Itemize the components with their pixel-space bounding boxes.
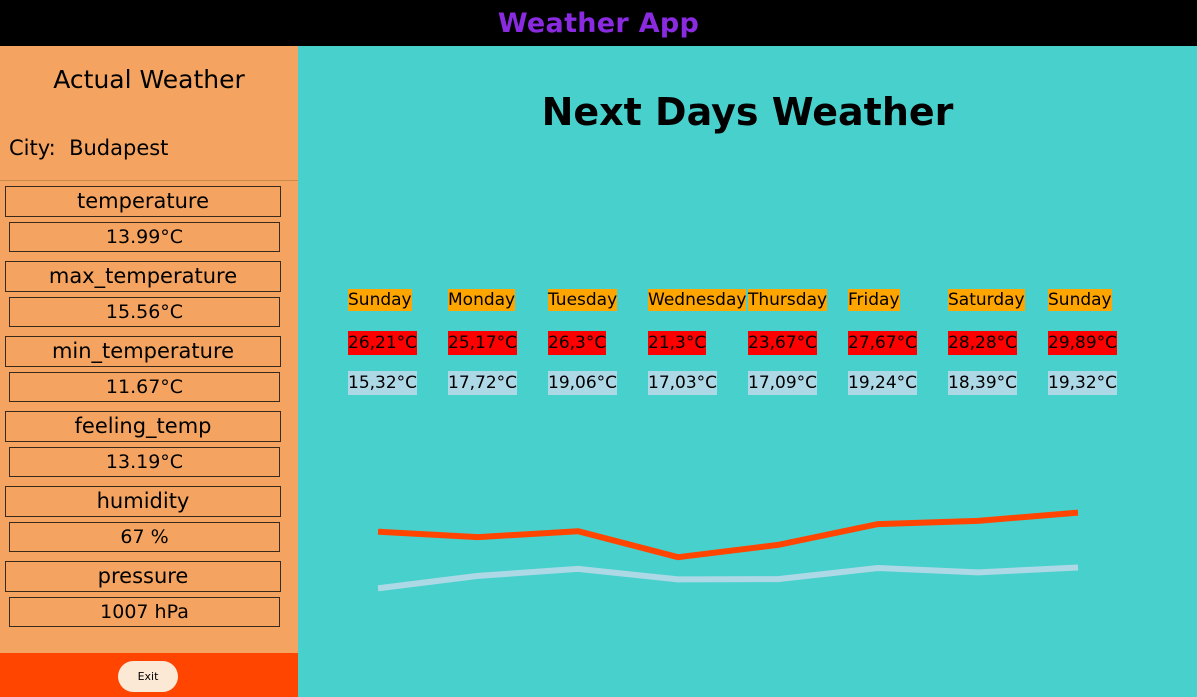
day-min-temp: 19,24°C [848,371,918,395]
day-max-temp: 21,3°C [648,331,707,355]
title-bar: Weather App [0,0,1197,46]
day-min-temp: 17,03°C [648,371,718,395]
feeling-temp-value: 13.19°C [9,447,280,477]
day-max-temp: 27,67°C [848,331,918,355]
forecast-day: Thursday 23,67°C 17,09°C [748,289,848,395]
day-max-temp: 28,28°C [948,331,1018,355]
day-name: Wednesday [648,289,747,311]
day-name: Saturday [948,289,1025,311]
actual-weather-header: Actual Weather City: Budapest [0,46,298,180]
sidebar-divider [0,180,298,181]
temperature-value: 13.99°C [9,222,280,252]
day-min-temp: 17,09°C [748,371,818,395]
city-label: City: [9,136,56,160]
max-temperature-value: 15.56°C [9,297,280,327]
day-min-temp: 15,32°C [348,371,418,395]
forecast-day: Saturday 28,28°C 18,39°C [948,289,1048,395]
day-name: Friday [848,289,900,311]
day-max-temp: 23,67°C [748,331,818,355]
forecast-day: Sunday 26,21°C 15,32°C [348,289,448,395]
max-temp-line [377,509,1079,561]
day-min-temp: 19,32°C [1048,371,1118,395]
city-name: Budapest [69,136,169,160]
city-row: City: Budapest [9,136,168,160]
day-max-temp: 25,17°C [448,331,518,355]
temperature-label: temperature [5,186,281,217]
forecast-day: Sunday 29,89°C 19,32°C [1048,289,1148,395]
day-min-temp: 18,39°C [948,371,1018,395]
temperature-trend-chart [377,509,1079,592]
day-name: Tuesday [548,289,618,311]
min-temperature-label: min_temperature [5,336,281,367]
actual-weather-panel: Actual Weather City: Budapest temperatur… [0,46,298,697]
exit-bar: Exit [0,653,298,697]
pressure-value: 1007 hPa [9,597,280,627]
day-min-temp: 17,72°C [448,371,518,395]
forecast-day: Tuesday 26,3°C 19,06°C [548,289,648,395]
min-temperature-value: 11.67°C [9,372,280,402]
forecast-day: Wednesday 21,3°C 17,03°C [648,289,748,395]
feeling-temp-label: feeling_temp [5,411,281,442]
day-min-temp: 19,06°C [548,371,618,395]
day-max-temp: 29,89°C [1048,331,1118,355]
day-name: Thursday [748,289,828,311]
day-max-temp: 26,3°C [548,331,607,355]
pressure-label: pressure [5,561,281,592]
forecast-panel: Next Days Weather Sunday 26,21°C 15,32°C… [298,46,1197,697]
forecast-day: Friday 27,67°C 19,24°C [848,289,948,395]
day-name: Sunday [1048,289,1112,311]
forecast-day: Monday 25,17°C 17,72°C [448,289,548,395]
day-name: Sunday [348,289,412,311]
min-temp-line [377,564,1079,592]
exit-button[interactable]: Exit [118,661,178,692]
actual-weather-title: Actual Weather [53,65,245,94]
app-title: Weather App [497,7,700,39]
day-max-temp: 26,21°C [348,331,418,355]
forecast-title: Next Days Weather [541,90,954,134]
humidity-value: 67 % [9,522,280,552]
day-name: Monday [448,289,516,311]
humidity-label: humidity [5,486,281,517]
max-temperature-label: max_temperature [5,261,281,292]
